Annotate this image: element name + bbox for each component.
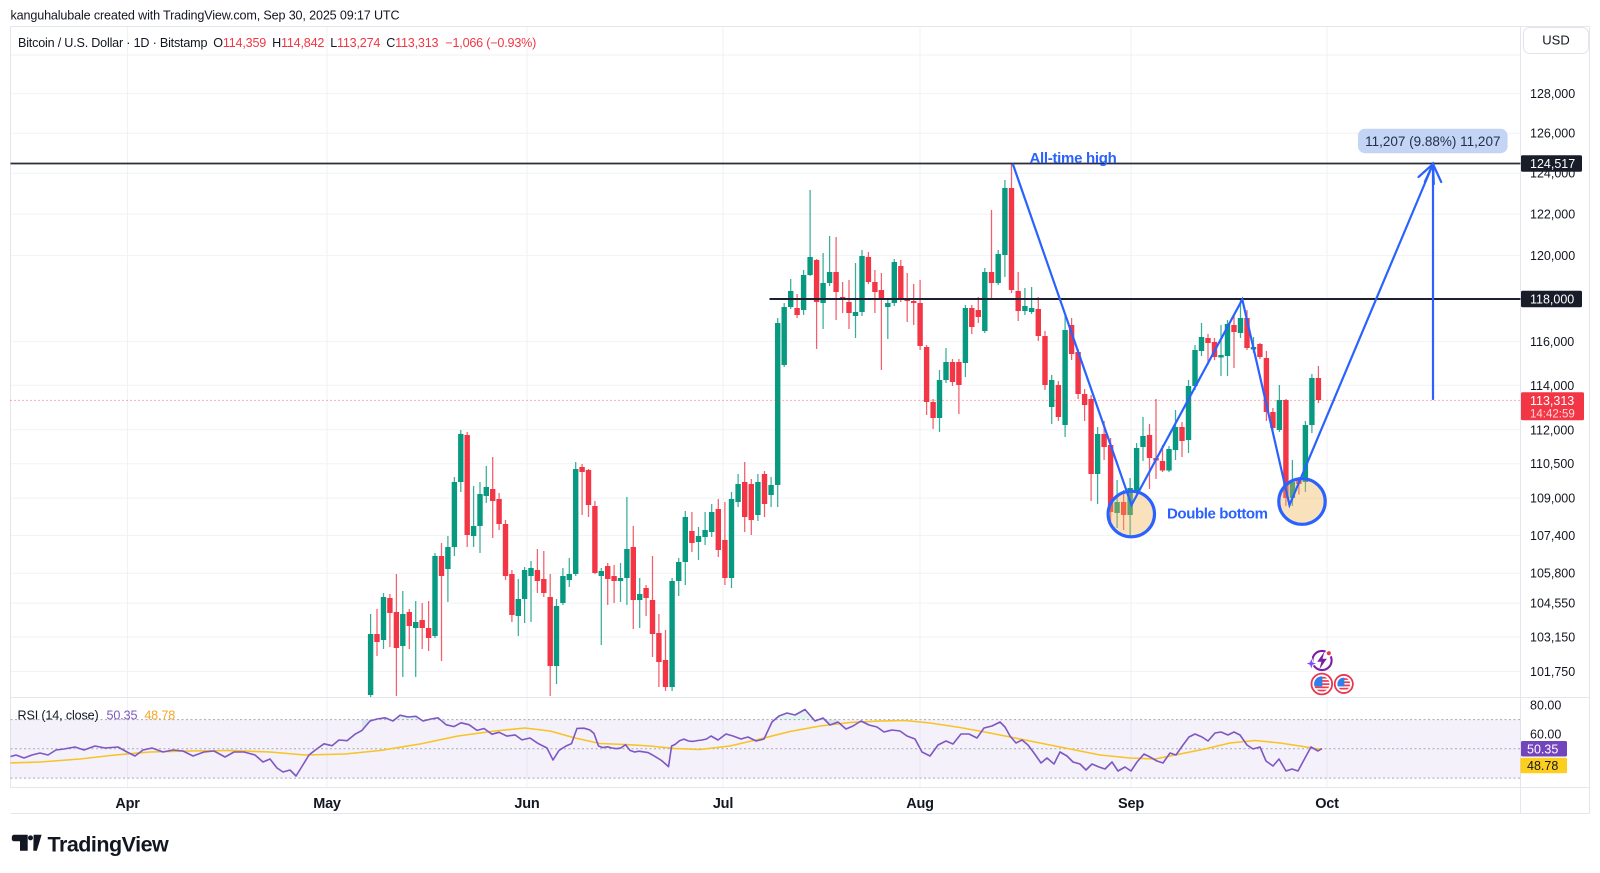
svg-text:50.35: 50.35 bbox=[1527, 742, 1558, 756]
svg-text:USD: USD bbox=[1542, 33, 1569, 48]
svg-text:128,000: 128,000 bbox=[1530, 87, 1575, 101]
svg-text:112,000: 112,000 bbox=[1530, 423, 1574, 437]
svg-text:48.78: 48.78 bbox=[1527, 759, 1558, 773]
svg-text:Double bottom: Double bottom bbox=[1167, 506, 1268, 523]
svg-text:105,800: 105,800 bbox=[1530, 567, 1575, 581]
svg-text:Jun: Jun bbox=[514, 796, 539, 812]
svg-text:kanguhalubale created with Tra: kanguhalubale created with TradingView.c… bbox=[11, 9, 400, 23]
svg-text:104,550: 104,550 bbox=[1530, 597, 1575, 611]
svg-text:Aug: Aug bbox=[906, 796, 934, 812]
svg-text:113,313: 113,313 bbox=[1530, 394, 1574, 408]
svg-text:109,000: 109,000 bbox=[1530, 492, 1575, 506]
svg-text:14:42:59: 14:42:59 bbox=[1530, 409, 1575, 421]
svg-text:All-time high: All-time high bbox=[1030, 150, 1117, 167]
svg-text:103,150: 103,150 bbox=[1530, 631, 1575, 645]
svg-text:11,207 (9.88%) 11,207: 11,207 (9.88%) 11,207 bbox=[1365, 134, 1500, 149]
svg-text:124,517: 124,517 bbox=[1530, 157, 1575, 171]
svg-text:Jul: Jul bbox=[713, 796, 733, 812]
svg-text:Apr: Apr bbox=[115, 796, 140, 812]
svg-text:Sep: Sep bbox=[1118, 796, 1144, 812]
svg-text:Bitcoin / U.S. Dollar · 1D · B: Bitcoin / U.S. Dollar · 1D · Bitstamp O11… bbox=[18, 36, 536, 50]
svg-text:118,000: 118,000 bbox=[1530, 293, 1574, 307]
svg-text:126,000: 126,000 bbox=[1530, 127, 1575, 141]
svg-text:114,000: 114,000 bbox=[1530, 379, 1574, 393]
svg-text:107,400: 107,400 bbox=[1530, 529, 1575, 543]
svg-text:60.00: 60.00 bbox=[1530, 728, 1561, 742]
svg-text:May: May bbox=[313, 796, 341, 812]
svg-text:TradingView: TradingView bbox=[48, 833, 170, 857]
svg-text:116,000: 116,000 bbox=[1530, 335, 1574, 349]
svg-text:101,750: 101,750 bbox=[1530, 665, 1575, 679]
svg-text:122,000: 122,000 bbox=[1530, 208, 1575, 222]
svg-text:110,500: 110,500 bbox=[1530, 457, 1574, 471]
svg-text:120,000: 120,000 bbox=[1530, 249, 1575, 263]
svg-text:80.00: 80.00 bbox=[1530, 699, 1561, 713]
svg-text:Oct: Oct bbox=[1315, 796, 1339, 812]
